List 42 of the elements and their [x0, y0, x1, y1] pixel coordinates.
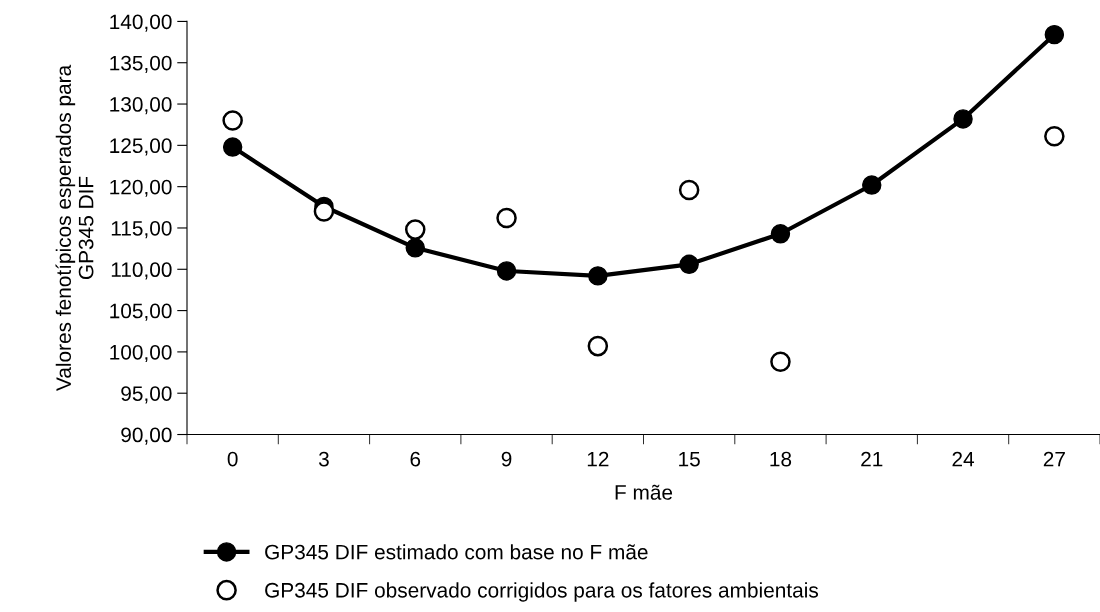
x-tick-label: 9	[501, 451, 512, 467]
x-tick-label: 0	[227, 451, 238, 467]
point	[313, 201, 335, 222]
y-tick-label: 110,00	[111, 262, 172, 280]
point	[1044, 125, 1065, 147]
point	[496, 207, 517, 229]
point	[862, 175, 882, 195]
y-tick-label: 95,00	[121, 386, 172, 404]
y-tick-label: 120,00	[110, 179, 172, 197]
point	[953, 109, 973, 129]
y-tick-label: 125,00	[110, 138, 172, 156]
point	[679, 254, 699, 275]
point	[222, 137, 243, 157]
point	[770, 224, 791, 244]
point	[678, 179, 700, 201]
x-tick-label: 21	[861, 451, 883, 467]
y-axis-title: Valores fenotípicos esperados para GP345 DIF	[55, 64, 94, 391]
x-tick-label: 3	[318, 451, 329, 467]
y-tick-label: 105,00	[110, 303, 172, 321]
legend-label: GP345 DIF estimado com base no F mãe	[265, 544, 648, 560]
point	[1044, 24, 1065, 45]
point	[222, 110, 243, 131]
x-tick-label: 27	[1043, 451, 1065, 467]
x-tick-label: 18	[770, 451, 792, 467]
x-tick-label: 6	[410, 451, 421, 467]
x-tick-label: 24	[952, 451, 975, 467]
point	[770, 351, 791, 373]
y-tick-label: 90,00	[121, 427, 172, 445]
y-tick-label: 115,00	[111, 220, 172, 239]
y-tick-label: 140,00	[110, 14, 172, 32]
point	[405, 238, 425, 258]
y-tick-label: 135,00	[110, 55, 172, 73]
x-axis-title: F mãe	[615, 484, 673, 500]
x-tick-label: 12	[587, 451, 609, 467]
point	[496, 261, 517, 281]
point	[588, 266, 608, 286]
legend-label: GP345 DIF observado corrigidos para os fatores ambientais	[265, 582, 819, 602]
x-tick-label: 15	[679, 451, 700, 467]
point	[587, 335, 609, 357]
point	[404, 219, 426, 240]
y-tick-label: 130,00	[110, 97, 172, 115]
y-tick-label: 100,00	[110, 344, 172, 363]
